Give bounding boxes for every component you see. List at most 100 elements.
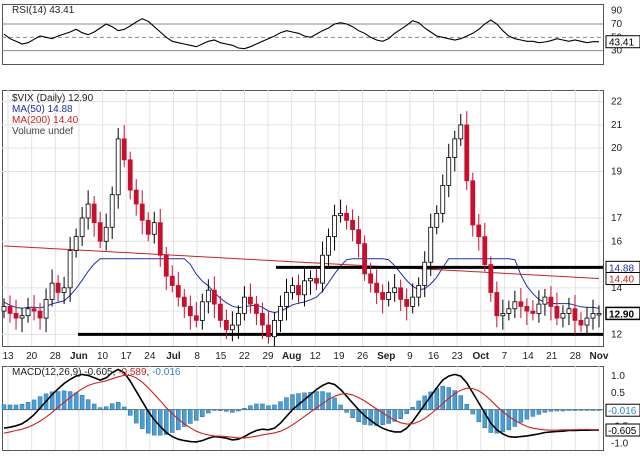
- macd-histogram-bar: [248, 405, 253, 410]
- legend-volume-name: Volume undef: [12, 126, 74, 137]
- macd-title-text: MACD(12,26,9): [12, 367, 82, 378]
- macd-histogram-bar: [584, 409, 590, 411]
- candle-body: [512, 301, 518, 310]
- macd-histogram-bar: [67, 391, 73, 410]
- macd-title: MACD(12,26,9) -0.605, -0.589, -0.016: [12, 367, 181, 378]
- candle-body: [596, 313, 602, 316]
- x-tick-label: 7: [502, 351, 508, 362]
- candle-body: [31, 308, 37, 312]
- candle-body: [566, 308, 572, 314]
- macd-badge-box: [605, 423, 640, 437]
- rsi-ytick-label: 70: [611, 19, 623, 30]
- candle-body: [272, 319, 277, 338]
- candle-body: [356, 229, 361, 245]
- macd-histogram-bar: [188, 409, 193, 424]
- macd-histogram-bar: [326, 392, 331, 410]
- macd-line: [3, 368, 599, 443]
- candle-body: [506, 308, 512, 314]
- candle-body: [133, 189, 139, 205]
- rsi-title-text: RSI(14): [12, 5, 47, 16]
- macd-histogram-bar: [464, 404, 470, 410]
- price-ytick-label: 17: [611, 213, 623, 224]
- macd-histogram-bar: [266, 405, 271, 410]
- legend-volume: Volume undef: [12, 126, 73, 137]
- price-last-value: 12.90: [68, 93, 94, 104]
- macd-histogram-bar: [272, 404, 277, 410]
- candle-body: [440, 185, 446, 214]
- price-ytick-label: 19: [611, 166, 623, 177]
- legend-ma200: MA(200) 14.40: [12, 115, 78, 126]
- price-badge-2: 12.90: [605, 306, 640, 320]
- macd-histogram-bar: [254, 403, 259, 410]
- candle-body: [428, 226, 434, 263]
- macd-value: -0.605: [84, 367, 113, 378]
- macd-histogram-bar: [19, 404, 25, 410]
- x-tick-label: 22: [239, 351, 251, 362]
- price-title: $VIX (Daily) 12.90: [12, 93, 93, 104]
- macd-hist-value: -0.016: [152, 367, 181, 378]
- candle-body: [169, 275, 175, 286]
- macd-histogram-bar: [49, 391, 55, 410]
- macd-histogram-bar: [572, 409, 578, 411]
- macd-histogram-bar: [560, 409, 566, 412]
- ma50-line: [3, 258, 600, 314]
- candle-body: [211, 289, 217, 305]
- macd-histogram-bar: [55, 391, 61, 410]
- x-tick-label: 26: [357, 351, 369, 362]
- candle-body: [163, 254, 169, 277]
- macd-histogram-bar: [260, 403, 265, 410]
- macd-histogram-bar: [133, 409, 139, 424]
- candle-body: [7, 306, 13, 314]
- macd-histogram-bar: [206, 409, 211, 414]
- macd-histogram-bar: [284, 397, 289, 410]
- macd-histogram-bar: [1, 404, 7, 410]
- candle-body: [61, 287, 67, 293]
- candle-body: [242, 296, 247, 314]
- candle-body: [392, 287, 398, 293]
- x-tick-label: Nov: [590, 351, 609, 362]
- x-tick-label: 14: [523, 351, 535, 362]
- candle-body: [554, 306, 560, 319]
- x-tick-label: 17: [121, 351, 133, 362]
- candle-body: [452, 138, 458, 158]
- candle-body: [284, 292, 289, 307]
- price-badge-box: [605, 272, 640, 286]
- price-ytick-label: 14: [611, 283, 623, 294]
- macd-histogram-bar: [344, 409, 349, 413]
- macd-histogram-bar: [404, 409, 409, 414]
- candle-body: [458, 124, 464, 140]
- candle-body: [127, 159, 133, 191]
- macd-ytick-label: -1.0: [611, 438, 629, 449]
- candle-body: [79, 217, 85, 238]
- macd-histogram-bar: [398, 409, 403, 420]
- legend-ma200-name: MA(200): [12, 115, 51, 126]
- candle-body: [434, 212, 440, 228]
- macd-histogram-bar: [590, 409, 596, 411]
- price-badge-text: 12.90: [609, 309, 634, 320]
- candle-body: [572, 308, 578, 321]
- macd-histogram-bar: [194, 409, 199, 421]
- candle-body: [446, 157, 452, 186]
- macd-histogram-bar: [578, 409, 584, 411]
- candle-body: [205, 289, 211, 303]
- candle-body: [338, 212, 343, 217]
- legend-ma50: MA(50) 14.88: [12, 104, 73, 115]
- price-ytick-label: 21: [611, 120, 623, 131]
- rsi-ytick-label: 30: [611, 46, 623, 57]
- macd-histogram-bar: [103, 406, 109, 410]
- candle-body: [181, 296, 187, 307]
- macd-histogram-bar: [85, 399, 91, 410]
- x-tick-label: 28: [570, 351, 582, 362]
- x-tick-label: 12: [310, 351, 322, 362]
- candle-body: [278, 306, 283, 321]
- macd-histogram-bar: [296, 393, 301, 410]
- x-tick-label: 15: [215, 351, 227, 362]
- candle-body: [1, 306, 7, 312]
- macd-histogram-bar: [236, 409, 241, 412]
- candle-body: [590, 313, 596, 319]
- x-tick-label: 16: [428, 351, 440, 362]
- macd-histogram-bar: [164, 409, 169, 435]
- candle-body: [115, 138, 121, 196]
- macd-histogram-bar: [548, 409, 554, 412]
